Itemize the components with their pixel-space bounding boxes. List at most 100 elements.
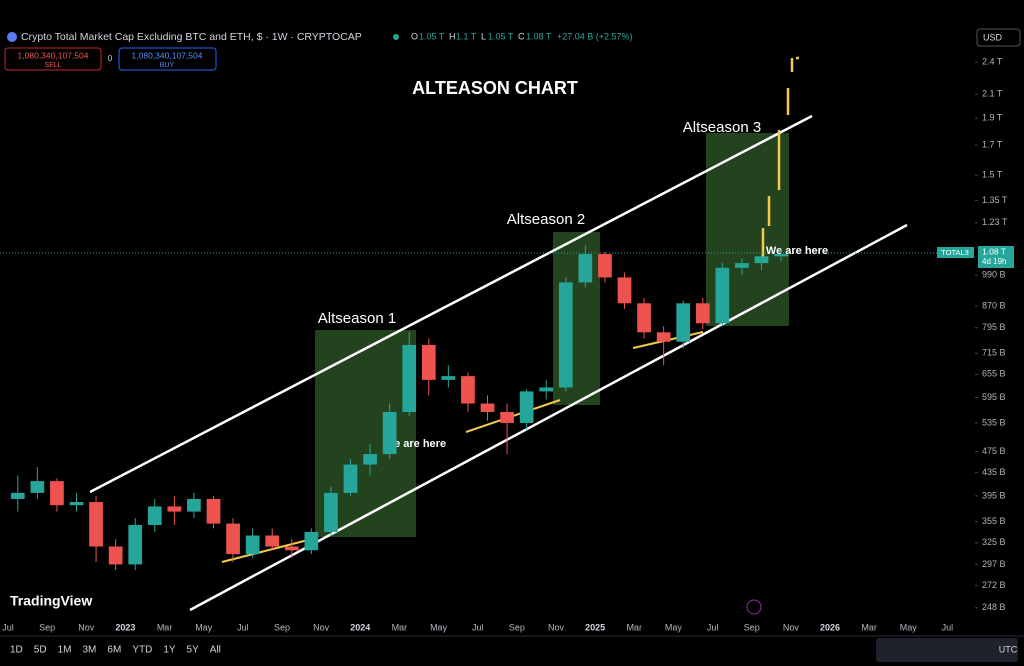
toolbar: 1D 5D 1M 3M 6M YTD 1Y 5Y All (10, 645, 221, 656)
candle-body (304, 531, 319, 551)
channel-top (89, 114, 813, 494)
candle-body (480, 403, 495, 412)
y-tick-label: 990 B (982, 269, 1006, 279)
x-tick-label: Sep (39, 622, 55, 632)
x-tick-label: Jul (237, 622, 249, 632)
range-button[interactable]: 3M (83, 645, 97, 656)
range-button[interactable]: 6M (107, 645, 121, 656)
range-button[interactable]: 1M (58, 645, 72, 656)
candle-body (774, 254, 788, 257)
x-tick-label: 2024 (350, 622, 370, 632)
x-tick-label: Sep (509, 622, 525, 632)
candle-body (284, 546, 299, 551)
currency-select[interactable] (976, 28, 1021, 47)
y-tick-label: 795 B (982, 322, 1006, 332)
range-button[interactable]: All (210, 645, 221, 656)
annotation: Altseason 1 (318, 310, 396, 327)
y-tick-label: 272 B (982, 580, 1006, 590)
candle-body (108, 546, 123, 565)
y-tick-label: 1.5 T (982, 169, 1003, 179)
currency: USD (983, 32, 1003, 42)
x-tick-label: Mar (392, 622, 408, 632)
candle-body (695, 303, 710, 324)
candle-body (382, 411, 397, 455)
price-tag-box (937, 247, 974, 258)
ohlc-label: L (481, 31, 486, 41)
range-button[interactable]: 1Y (163, 645, 176, 656)
x-tick-label: Jul (707, 622, 719, 632)
x-tick-label: May (195, 622, 213, 632)
candle-body (324, 492, 338, 532)
status-dot (393, 34, 399, 40)
y-tick-label: 2.1 T (982, 89, 1003, 99)
y-tick-label: 870 B (982, 300, 1006, 310)
candle-body (539, 387, 554, 392)
x-tick-label: Nov (783, 622, 800, 632)
ohlc-label: O (411, 31, 418, 41)
candle-body (265, 535, 280, 547)
candle-body (598, 254, 612, 278)
candle-body (500, 411, 514, 423)
sell-label: SELL (44, 62, 61, 69)
candle-body (715, 267, 730, 324)
timezone[interactable]: UTC (999, 644, 1018, 654)
range-button[interactable]: 1D (10, 645, 23, 656)
candle-body (50, 481, 64, 506)
y-tick-label: 535 B (982, 417, 1006, 427)
y-tick-label: 1.35 T (982, 195, 1008, 205)
candle-body (10, 492, 25, 499)
candle-body (754, 256, 769, 264)
candle-body (187, 498, 201, 512)
candle-body (206, 498, 221, 524)
candle-body (363, 454, 377, 465)
candle-body (343, 464, 358, 493)
y-tick-label: 1.23 T (982, 217, 1008, 227)
candle-body (441, 376, 456, 380)
trendline (221, 539, 309, 563)
symbol-icon (7, 32, 17, 42)
drawing-tools[interactable] (876, 638, 1018, 662)
x-tick-label: Nov (548, 622, 565, 632)
ohlc-value: 1.1 T (456, 31, 477, 41)
ohlc-label: C (518, 31, 525, 41)
sell-button[interactable] (4, 47, 102, 71)
x-tick-label: 2023 (115, 622, 135, 632)
logo: TradingView (10, 593, 92, 609)
candle-body (89, 502, 103, 547)
price-tag-name: TOTAL3 (941, 248, 969, 257)
projection (761, 56, 799, 258)
candle-body (656, 332, 671, 342)
ohlc-change: +27.04 B (+2.57%) (557, 31, 633, 41)
sell-price: 1,080,340,107,504 (18, 50, 89, 60)
y-tick-label: 395 B (982, 490, 1006, 500)
x-tick-label: May (665, 622, 683, 632)
candle-body (69, 502, 84, 506)
range-button[interactable]: 5Y (187, 645, 200, 656)
buy-button[interactable] (118, 47, 217, 71)
x-tick-label: Jul (2, 622, 14, 632)
flash-icon[interactable] (746, 599, 762, 615)
y-tick-label: 715 B (982, 348, 1006, 358)
x-tick-label: Sep (274, 622, 290, 632)
x-tick-label: May (900, 622, 918, 632)
x-tick-label: Mar (861, 622, 877, 632)
x-tick-label: Nov (313, 622, 330, 632)
candle-body (128, 524, 143, 565)
symbol-title[interactable]: Crypto Total Market Cap Excluding BTC an… (21, 31, 362, 43)
candle-body (226, 523, 240, 555)
x-tick-label: Mar (157, 622, 173, 632)
candle-body (676, 303, 691, 342)
annotation: Altseason 2 (507, 211, 585, 228)
candle-body (519, 391, 534, 423)
y-tick-label: 655 B (982, 369, 1006, 379)
range-button[interactable]: 5D (34, 645, 47, 656)
buy-price: 1,080,340,107,504 (132, 50, 203, 60)
ohlc-value: 1.05 T (419, 31, 445, 41)
ohlc-value: 1.08 T (526, 31, 552, 41)
candle-body (617, 277, 632, 304)
candle-body (402, 344, 417, 412)
y-tick-label: 595 B (982, 392, 1006, 402)
x-tick-label: 2026 (820, 622, 840, 632)
range-button[interactable]: YTD (132, 645, 152, 656)
